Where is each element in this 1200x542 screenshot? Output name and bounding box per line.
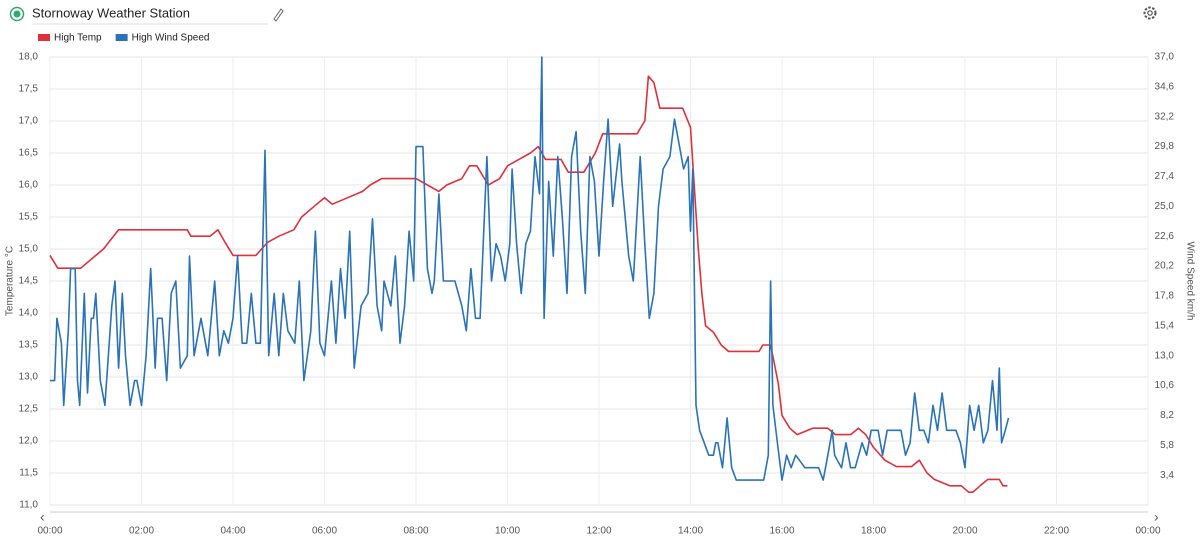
y-tick-label: 11,0 bbox=[19, 500, 38, 511]
series-line bbox=[49, 75, 1008, 493]
scroll-right[interactable]: › bbox=[1154, 509, 1159, 525]
status-dot bbox=[13, 10, 21, 18]
settings-icon[interactable] bbox=[1143, 6, 1157, 20]
y-tick-label: 14,0 bbox=[19, 308, 39, 319]
y-tick-label: 15,0 bbox=[19, 244, 39, 255]
legend-label: High Temp bbox=[54, 33, 102, 44]
y2-tick-label: 17,8 bbox=[1155, 291, 1175, 302]
y2-axis-label: Wind Speed km/h bbox=[1184, 242, 1195, 321]
y-tick-label: 12,5 bbox=[19, 404, 39, 415]
y2-tick-label: 29,8 bbox=[1155, 141, 1175, 152]
chart-title: Stornoway Weather Station bbox=[32, 5, 190, 20]
y2-tick-label: 15,4 bbox=[1155, 320, 1175, 331]
y2-tick-label: 13,0 bbox=[1155, 350, 1175, 361]
y-tick-label: 12,0 bbox=[19, 436, 39, 447]
x-tick-label: 08:00 bbox=[403, 526, 428, 537]
x-tick-label: 10:00 bbox=[495, 526, 520, 537]
legend-swatch bbox=[38, 34, 50, 41]
y2-tick-label: 10,6 bbox=[1155, 380, 1175, 391]
y-tick-label: 15,5 bbox=[19, 212, 39, 223]
y-tick-label: 17,5 bbox=[19, 84, 39, 95]
y2-tick-label: 20,2 bbox=[1155, 261, 1175, 272]
status-icon bbox=[9, 6, 25, 22]
y-tick-label: 16,5 bbox=[19, 148, 39, 159]
y-tick-label: 13,5 bbox=[19, 340, 39, 351]
y-tick-label: 14,5 bbox=[19, 276, 39, 287]
y-tick-label: 13,0 bbox=[19, 372, 39, 383]
x-tick-label: 12:00 bbox=[586, 526, 611, 537]
y-tick-label: 18,0 bbox=[19, 52, 39, 63]
y2-tick-label: 25,0 bbox=[1155, 201, 1175, 212]
y2-tick-label: 8,2 bbox=[1160, 410, 1174, 421]
y2-tick-label: 22,6 bbox=[1155, 231, 1175, 242]
legend-swatch bbox=[115, 34, 128, 41]
y2-tick-label: 32,2 bbox=[1155, 111, 1175, 122]
x-tick-label: 22:00 bbox=[1044, 526, 1069, 537]
x-tick-label: 18:00 bbox=[861, 526, 886, 537]
scroll-left[interactable]: ‹ bbox=[40, 509, 45, 525]
x-tick-label: 06:00 bbox=[312, 526, 337, 537]
y-tick-label: 11,5 bbox=[19, 468, 38, 479]
x-tick-label: 16:00 bbox=[769, 526, 794, 537]
x-tick-label: 04:00 bbox=[220, 526, 245, 537]
y-axis-label: Temperature °C bbox=[5, 246, 16, 316]
x-tick-label: 00:00 bbox=[37, 526, 62, 537]
x-tick-label: 20:00 bbox=[952, 526, 977, 537]
y2-tick-label: 34,6 bbox=[1155, 82, 1175, 93]
y2-tick-label: 37,0 bbox=[1155, 52, 1175, 63]
x-tick-label: 14:00 bbox=[678, 526, 703, 537]
y-tick-label: 17,0 bbox=[19, 116, 39, 127]
series-line bbox=[50, 56, 1010, 481]
y2-tick-label: 27,4 bbox=[1155, 171, 1175, 182]
x-tick-label: 02:00 bbox=[129, 526, 154, 537]
y2-tick-label: 3,4 bbox=[1160, 470, 1174, 481]
y-tick-label: 16,0 bbox=[19, 180, 39, 191]
y2-tick-label: 5,8 bbox=[1160, 440, 1174, 451]
legend-label: High Wind Speed bbox=[132, 33, 210, 44]
edit-icon[interactable] bbox=[273, 8, 284, 22]
x-tick-label: 00:00 bbox=[1135, 526, 1160, 537]
